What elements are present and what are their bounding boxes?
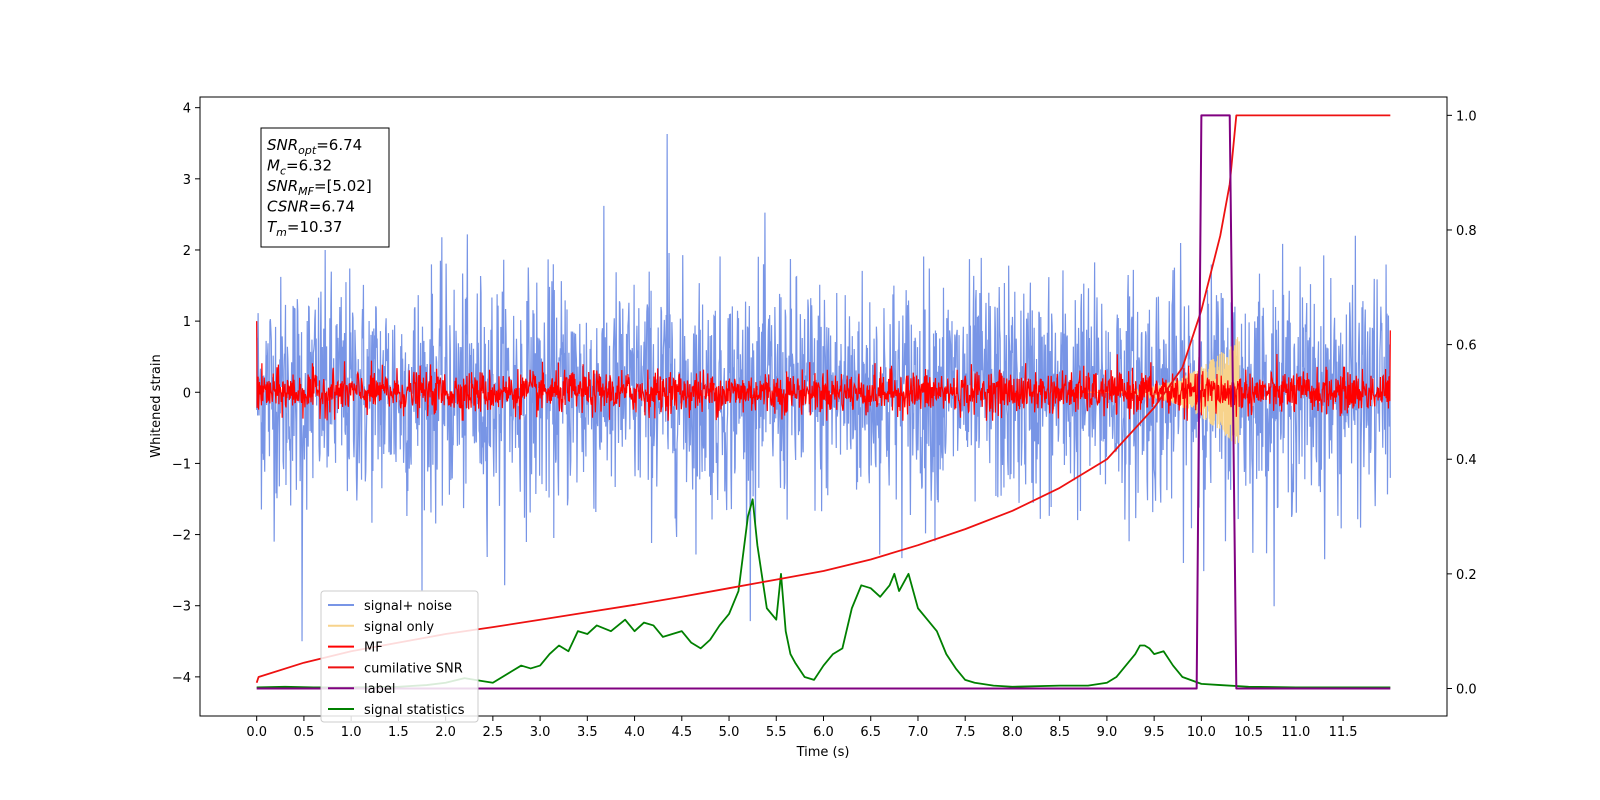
x-tick-label: 9.0 xyxy=(1097,725,1118,740)
x-axis-title: Time (s) xyxy=(796,745,850,760)
y-tick-label: 3 xyxy=(183,173,191,188)
x-tick-label: 1.5 xyxy=(388,725,409,740)
right-y-axis: 1.0 0.8 0.6 0.4 0.2 0.0 xyxy=(1447,109,1477,697)
legend-label: signal+ noise xyxy=(364,599,452,614)
y-axis-title: Whitened strain xyxy=(149,354,164,457)
right-tick-label: 0.0 xyxy=(1456,682,1477,697)
y-tick-label: −2 xyxy=(172,529,191,544)
x-tick-label: 5.5 xyxy=(766,725,787,740)
y-tick-label: 2 xyxy=(183,244,191,259)
legend: signal+ noise signal only MF cumilative SNR… xyxy=(320,590,479,723)
annotation-line: Mc=6.32 xyxy=(267,157,332,178)
series-label xyxy=(256,114,1391,690)
y-tick-label: −4 xyxy=(172,671,191,686)
annotation-line: CSNR=6.74 xyxy=(267,198,355,216)
x-tick-label: 11.5 xyxy=(1329,725,1358,740)
legend-label: signal statistics xyxy=(364,703,465,718)
annotation-line: Tm=10.37 xyxy=(267,218,342,239)
annotation-frame xyxy=(260,127,390,248)
x-tick-label: 6.0 xyxy=(813,725,834,740)
annotation-line: SNRMF=[5.02] xyxy=(267,177,372,198)
left-y-axis: 4 3 2 1 0 −1 −2 −3 −4 xyxy=(172,102,200,686)
x-axis: 0.0 0.5 1.0 1.5 2.0 2.5 3.0 3.5 4.0 4.5 5.0 5.5 6.0 6… xyxy=(246,716,1358,740)
x-tick-label: 3.0 xyxy=(530,725,551,740)
x-tick-label: 10.5 xyxy=(1234,725,1263,740)
x-tick-label: 2.5 xyxy=(483,725,504,740)
x-tick-label: 10.0 xyxy=(1187,725,1216,740)
y-tick-label: 0 xyxy=(183,386,191,401)
x-tick-label: 7.5 xyxy=(955,725,976,740)
x-tick-label: 4.5 xyxy=(671,725,692,740)
x-tick-label: 0.5 xyxy=(294,725,315,740)
x-tick-label: 6.5 xyxy=(860,725,881,740)
y-tick-label: −1 xyxy=(172,457,191,472)
x-tick-label: 4.0 xyxy=(624,725,645,740)
right-tick-label: 0.6 xyxy=(1456,339,1477,354)
legend-label: cumilative SNR xyxy=(364,661,463,676)
legend-label: signal only xyxy=(364,620,434,635)
x-tick-label: 3.5 xyxy=(577,725,598,740)
right-tick-label: 0.2 xyxy=(1456,568,1477,583)
right-tick-label: 1.0 xyxy=(1456,109,1477,124)
x-tick-label: 9.5 xyxy=(1144,725,1165,740)
legend-label: MF xyxy=(364,641,383,656)
right-tick-label: 0.8 xyxy=(1456,224,1477,239)
series-layer xyxy=(255,114,1391,690)
y-tick-label: −3 xyxy=(172,600,191,615)
x-tick-label: 1.0 xyxy=(341,725,362,740)
x-tick-label: 8.0 xyxy=(1002,725,1023,740)
x-tick-label: 0.0 xyxy=(246,725,267,740)
series-mf xyxy=(256,321,1391,421)
legend-label: label xyxy=(364,682,395,697)
x-tick-label: 8.5 xyxy=(1049,725,1070,740)
annotation-line: SNRopt=6.74 xyxy=(267,136,362,157)
legend-frame xyxy=(320,590,479,723)
y-tick-label: 1 xyxy=(183,315,191,330)
series-signal-statistics xyxy=(256,498,1391,689)
y-tick-label: 4 xyxy=(183,102,191,117)
x-tick-label: 11.0 xyxy=(1281,725,1310,740)
x-tick-label: 5.0 xyxy=(719,725,740,740)
series-signal-noise xyxy=(256,133,1391,642)
right-tick-label: 0.4 xyxy=(1456,453,1477,468)
x-tick-label: 7.0 xyxy=(908,725,929,740)
x-tick-label: 2.0 xyxy=(435,725,456,740)
